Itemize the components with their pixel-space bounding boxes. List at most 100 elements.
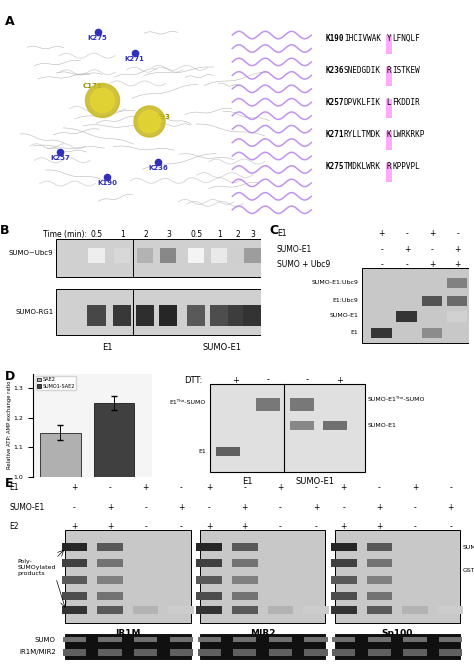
Bar — [367, 592, 392, 600]
Text: C173: C173 — [83, 83, 103, 89]
Bar — [368, 637, 391, 642]
Bar — [331, 559, 356, 567]
Bar — [335, 634, 460, 659]
Bar — [256, 398, 280, 411]
Text: K: K — [387, 130, 391, 139]
Text: SUMO-RG1: SUMO-RG1 — [15, 309, 54, 315]
Text: -: - — [315, 483, 318, 492]
Text: SUMO + Ubc9: SUMO + Ubc9 — [277, 260, 330, 269]
Bar — [403, 649, 427, 656]
Text: -: - — [406, 229, 409, 238]
Text: +: + — [376, 522, 383, 531]
Bar — [168, 606, 194, 614]
Bar — [159, 305, 177, 326]
Bar — [371, 328, 392, 338]
Bar — [243, 305, 262, 326]
Bar — [62, 592, 87, 600]
Text: -: - — [144, 522, 147, 531]
Text: +: + — [379, 229, 385, 238]
Text: LWRKRKP: LWRKRKP — [392, 130, 425, 139]
Bar — [97, 559, 123, 567]
Bar — [362, 267, 473, 344]
Text: IR1M/MIR2: IR1M/MIR2 — [19, 649, 56, 655]
Text: K275: K275 — [88, 35, 108, 41]
Bar — [97, 592, 123, 600]
Bar — [447, 296, 467, 306]
Bar — [196, 592, 222, 600]
Bar — [56, 289, 266, 335]
Bar — [368, 649, 391, 656]
Bar — [196, 542, 222, 551]
Bar — [99, 649, 122, 656]
Text: -: - — [406, 260, 409, 269]
Bar — [367, 559, 392, 567]
Text: K236: K236 — [148, 165, 168, 171]
Bar — [386, 163, 392, 182]
Text: +: + — [277, 483, 283, 492]
Bar — [422, 296, 442, 306]
Bar — [403, 637, 427, 642]
Text: Time (min):: Time (min): — [43, 230, 87, 239]
Text: -: - — [449, 522, 452, 531]
Bar — [62, 606, 87, 614]
Text: IR1M: IR1M — [115, 629, 141, 638]
Text: -: - — [381, 245, 383, 253]
Text: Sp100: Sp100 — [382, 629, 413, 638]
Text: SUMO-E1: SUMO-E1 — [296, 477, 335, 486]
Text: E2: E2 — [9, 522, 19, 531]
Text: -: - — [266, 376, 269, 385]
Text: E1ᵀʰᵒ-SUMO: E1ᵀʰᵒ-SUMO — [170, 400, 206, 405]
Text: SUMO-E1ᵀʰᵒ-SUMO: SUMO-E1ᵀʰᵒ-SUMO — [367, 397, 425, 402]
Text: +: + — [107, 522, 113, 531]
Bar — [40, 433, 81, 667]
Text: +: + — [206, 483, 212, 492]
Point — [145, 115, 153, 126]
Bar — [396, 311, 417, 321]
Text: E1:Ubc9: E1:Ubc9 — [333, 297, 358, 303]
Text: +: + — [429, 260, 436, 269]
Text: +: + — [341, 522, 347, 531]
Bar — [304, 649, 328, 656]
Bar — [136, 305, 154, 326]
Text: -: - — [381, 260, 383, 269]
Bar — [367, 542, 392, 551]
Text: 3: 3 — [251, 230, 255, 239]
Text: K271: K271 — [325, 130, 344, 139]
Text: RYLLTMDK: RYLLTMDK — [344, 130, 381, 139]
Bar — [332, 649, 356, 656]
Text: +: + — [232, 376, 239, 385]
Bar — [210, 305, 228, 326]
Bar — [232, 542, 257, 551]
Text: SUMO-Sp100: SUMO-Sp100 — [462, 546, 474, 550]
Text: GST_Sp100: GST_Sp100 — [462, 568, 474, 573]
Bar — [187, 305, 205, 326]
Text: 3: 3 — [166, 230, 171, 239]
Text: DTT:: DTT: — [184, 376, 202, 385]
Text: FKDDIR: FKDDIR — [392, 98, 420, 107]
Text: R: R — [387, 162, 391, 171]
Bar — [113, 305, 131, 326]
Text: -: - — [279, 503, 282, 512]
Text: -: - — [208, 503, 210, 512]
Bar — [63, 649, 86, 656]
Text: -: - — [279, 522, 282, 531]
Bar — [99, 637, 122, 642]
Bar — [200, 634, 325, 659]
Bar — [134, 649, 157, 656]
Bar — [229, 248, 246, 263]
Point — [154, 157, 162, 167]
Text: SNEDGDIK: SNEDGDIK — [344, 66, 381, 75]
Bar — [332, 637, 356, 642]
Text: -: - — [109, 483, 111, 492]
Bar — [63, 637, 86, 642]
Bar — [97, 606, 123, 614]
Text: DPVKLFIK: DPVKLFIK — [344, 98, 381, 107]
Text: -: - — [144, 503, 147, 512]
Bar — [97, 576, 123, 584]
Bar — [228, 305, 246, 326]
Text: 1: 1 — [218, 230, 222, 239]
Bar — [62, 576, 87, 584]
Text: +: + — [71, 483, 78, 492]
Text: E1: E1 — [198, 449, 206, 454]
Text: +: + — [336, 376, 343, 385]
